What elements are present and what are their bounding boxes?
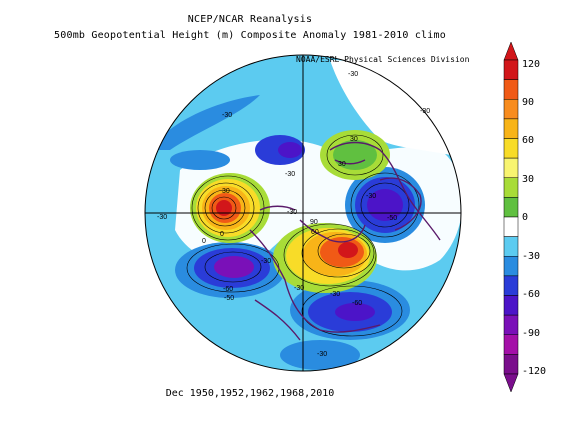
contour-label: -50 (224, 295, 234, 302)
colorbar-tick: 60 (522, 135, 535, 146)
colorbar-segment (503, 275, 519, 296)
credit-label: NOAA/ESRL Physical Sciences Division (296, 55, 470, 64)
contour-label: -30 (222, 112, 232, 119)
colorbar-segment (503, 138, 519, 159)
neutral-zone-north (330, 60, 461, 160)
contour-label: 90 (310, 219, 318, 226)
colorbar-segment (503, 334, 519, 355)
contour-label: -30 (287, 209, 297, 216)
colorbar-tick: -60 (522, 289, 541, 300)
colorbar-segment (503, 236, 519, 257)
neg-band-nw (150, 95, 260, 150)
contour-label: -60 (352, 300, 362, 307)
negative-anomaly-sw-center (214, 256, 254, 278)
contour-labels: -30 -30 -30 -30 -30 -30 -30 0 0 -30 -60 … (157, 71, 430, 358)
contour-label: 30 (350, 136, 358, 143)
negative-band-bottom (280, 340, 360, 370)
colorbar-segment (503, 216, 519, 237)
contour-label: -30 (317, 351, 327, 358)
colorbar (503, 41, 519, 393)
colorbar-segment (503, 197, 519, 218)
colorbar-segment (503, 118, 519, 139)
contour-label: -50 (387, 215, 397, 222)
colorbar-tick: 90 (522, 97, 535, 108)
colorbar-segment (503, 59, 519, 80)
contour-label: -30 (157, 214, 167, 221)
colorbar-tick: 30 (522, 174, 535, 185)
colorbar-tick: -30 (522, 251, 541, 262)
contour-label: -30 (294, 285, 304, 292)
contour-label: 30 (338, 161, 346, 168)
contour-label: -30 (348, 71, 358, 78)
positive-anomaly-w-core (216, 200, 232, 216)
negative-anomaly-s-center (335, 303, 375, 321)
colorbar-segment (503, 177, 519, 198)
colorbar-segment (503, 314, 519, 335)
colorbar-arrow-top (503, 41, 519, 61)
colorbar-segment (503, 99, 519, 120)
contour-label: -30 (261, 258, 271, 265)
colorbar-tick: 120 (522, 59, 541, 70)
contour-label: 30 (222, 188, 230, 195)
contour-label: 0 (220, 231, 224, 238)
colorbar-tick: -90 (522, 328, 541, 339)
map-boundary (144, 54, 462, 372)
contour-label: -30 (366, 193, 376, 200)
colorbar-segment (503, 295, 519, 316)
colorbar-tick: -120 (522, 366, 547, 377)
colorbar-arrow-bottom (503, 373, 519, 393)
colorbar-segment (503, 256, 519, 277)
contour-lines (186, 134, 420, 337)
polar-anomaly-map: -30 -30 -30 -30 -30 -30 -30 0 0 -30 -60 … (144, 54, 462, 372)
contour-label: 0 (202, 238, 206, 245)
contour-label: 60 (311, 229, 319, 236)
composite-years: Dec 1950,1952,1962,1968,2010 (165, 388, 335, 399)
colorbar-segment (503, 354, 519, 375)
contour-label: -30 (285, 171, 295, 178)
positive-anomaly-c-core (338, 242, 358, 258)
contour-label: -30 (330, 291, 340, 298)
map-title: NCEP/NCAR Reanalysis (187, 14, 313, 25)
colorbar-tick: 0 (522, 212, 529, 223)
map-subtitle: 500mb Geopotential Height (m) Composite … (54, 30, 446, 41)
colorbar-segment (503, 79, 519, 100)
contour-label: -60 (223, 286, 233, 293)
negative-band-nw2 (170, 150, 230, 170)
coastlines (249, 141, 441, 341)
colorbar-segment (503, 157, 519, 178)
negative-anomaly-n-core (278, 142, 302, 158)
contour-label: -30 (420, 108, 430, 115)
